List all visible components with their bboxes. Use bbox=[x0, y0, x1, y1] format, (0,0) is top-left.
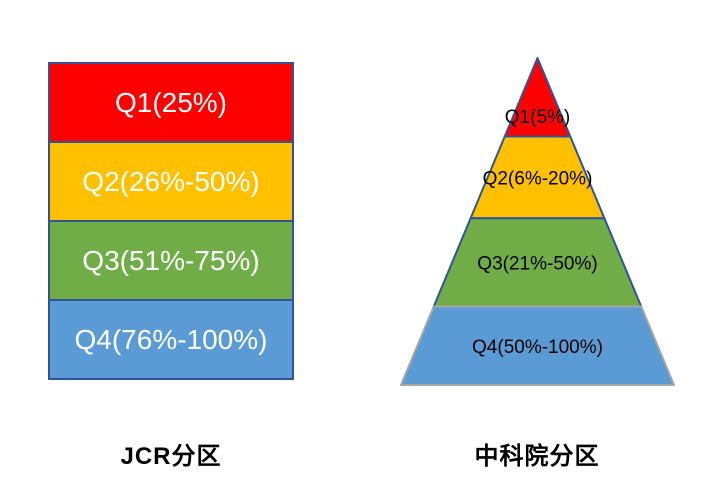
cas-slice-q4-label: Q4(50%-100%) bbox=[472, 337, 603, 358]
cas-pyramid-chart: Q1(5%) Q2(6%-20%) Q3(21%-50%) Q4(50%-100… bbox=[400, 57, 675, 386]
jcr-stacked-chart: Q1(25%) Q2(26%-50%) Q3(51%-75%) Q4(76%-1… bbox=[48, 62, 294, 380]
jcr-block-q2-label: Q2(26%-50%) bbox=[82, 165, 260, 197]
jcr-block-q3-label: Q3(51%-75%) bbox=[82, 244, 260, 276]
jcr-chart-title: JCR分区 bbox=[120, 443, 222, 470]
jcr-block-q4-label: Q4(76%-100%) bbox=[74, 323, 268, 355]
jcr-block-q4: Q4(76%-100%) bbox=[48, 299, 294, 380]
cas-slice-q1-label: Q1(5%) bbox=[505, 107, 570, 128]
cas-slice-q3-label: Q3(21%-50%) bbox=[477, 253, 597, 274]
cas-slice-q4 bbox=[400, 305, 675, 386]
cas-chart-title: 中科院分区 bbox=[474, 443, 600, 470]
jcr-block-q1-label: Q1(25%) bbox=[114, 86, 228, 118]
jcr-block-q3: Q3(51%-75%) bbox=[48, 220, 294, 301]
jcr-block-q2: Q2(26%-50%) bbox=[48, 141, 294, 222]
jcr-block-q1: Q1(25%) bbox=[48, 62, 294, 143]
cas-slice-q2-label: Q2(6%-20%) bbox=[483, 168, 593, 189]
